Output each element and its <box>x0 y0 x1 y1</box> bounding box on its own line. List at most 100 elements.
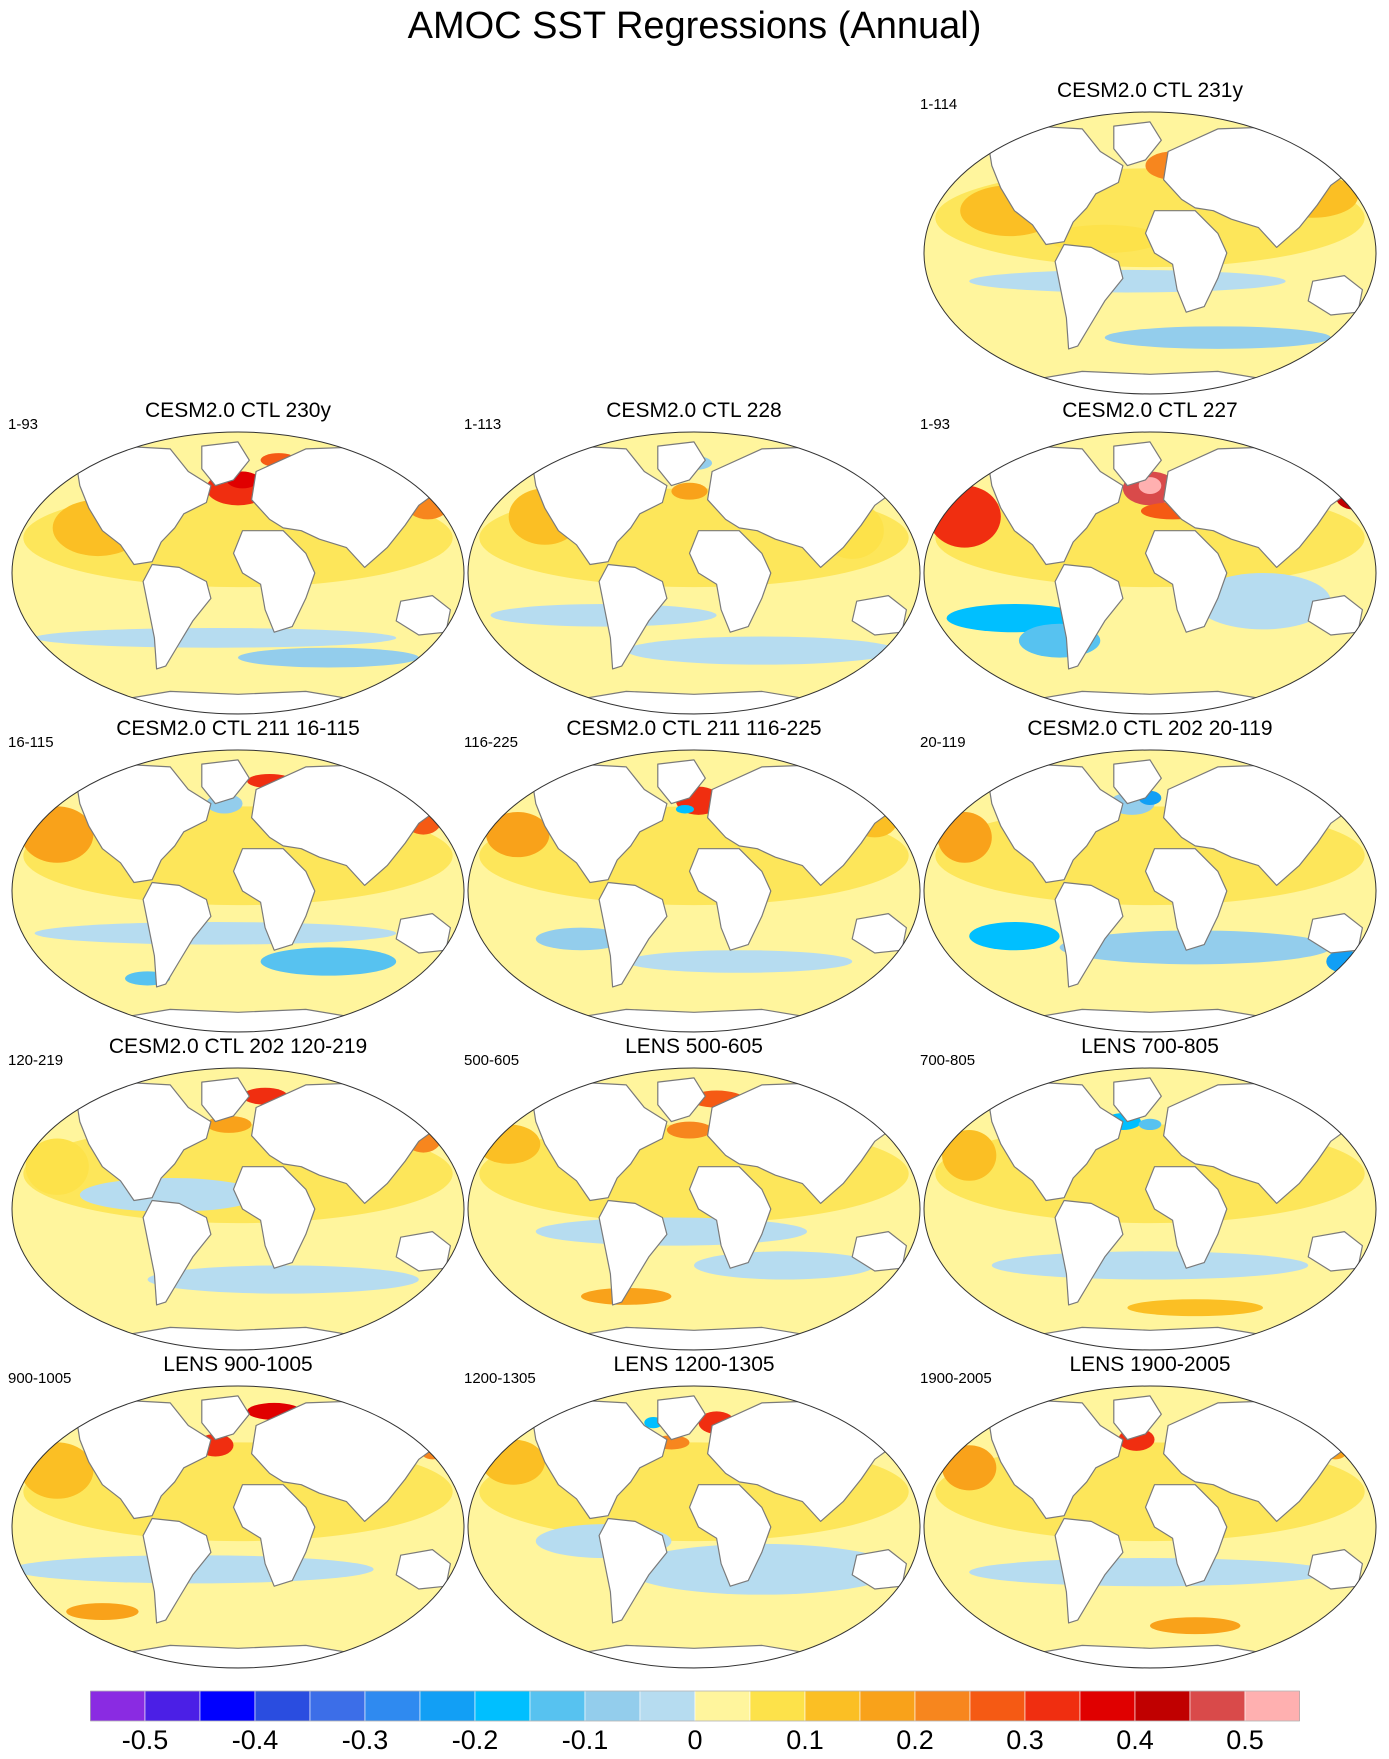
sst-field <box>924 750 1376 1032</box>
sst-contour <box>260 947 397 976</box>
colorbar-box <box>309 1690 366 1722</box>
land-antarctica <box>512 1644 876 1668</box>
panel-range-label: 700-805 <box>920 1052 976 1069</box>
colorbar-box <box>254 1690 311 1722</box>
sst-contour <box>147 1265 419 1294</box>
colorbar-box <box>1189 1690 1246 1722</box>
colorbar-box <box>694 1690 751 1722</box>
land-southAmerica <box>598 881 668 988</box>
land-africa <box>232 848 316 951</box>
land-southAmerica <box>142 881 212 988</box>
sst-contour <box>942 1445 997 1491</box>
colorbar-tick-label: 0.4 <box>1116 1725 1154 1755</box>
sst-field <box>468 432 920 714</box>
world-map <box>11 1385 465 1669</box>
world-map <box>467 431 921 715</box>
colorbar-frame <box>90 1690 1300 1722</box>
sst-contour <box>1127 1299 1263 1317</box>
world-map <box>467 1067 921 1351</box>
land-northAmerica <box>986 445 1124 566</box>
sst-contour <box>969 269 1286 293</box>
panel-title: CESM2.0 CTL 211 16-115 <box>116 717 360 740</box>
sst-contour <box>486 812 550 858</box>
land-southAmerica <box>142 1517 212 1624</box>
map-panel-ctl-202-b: CESM2.0 CTL 202 120-219 120-219 <box>8 1034 468 1354</box>
land-greenland <box>657 759 706 805</box>
colorbar-tick-label: -0.4 <box>231 1725 279 1755</box>
land-northAmerica <box>986 125 1124 246</box>
land-northAmerica <box>74 445 212 566</box>
land-southAmerica <box>1054 1517 1124 1624</box>
land-greenland <box>1113 759 1162 805</box>
map-border <box>11 1067 465 1351</box>
land-greenland <box>1113 1077 1162 1123</box>
panel-range-label: 1-113 <box>464 416 502 433</box>
colorbar-box <box>584 1690 641 1722</box>
land-greenland <box>657 1077 706 1123</box>
land-southAmerica <box>1054 1199 1124 1306</box>
colorbar-box <box>639 1690 696 1722</box>
land-southAmerica <box>598 563 668 670</box>
panel-range-label: 900-1005 <box>8 1370 72 1387</box>
land-southAmerica <box>1054 243 1124 350</box>
sst-contour <box>581 1287 672 1305</box>
land-africa <box>1144 210 1228 313</box>
sst-contour <box>1335 481 1372 510</box>
world-map <box>923 749 1377 1033</box>
land-africa <box>1144 848 1228 951</box>
sst-field <box>468 1386 920 1668</box>
sst-field <box>12 1068 464 1350</box>
panel-title: CESM2.0 CTL 202 20-119 <box>1027 717 1273 740</box>
sst-field <box>12 750 464 1032</box>
land-northAmerica <box>986 1399 1124 1520</box>
land-southAmerica <box>142 1199 212 1306</box>
colorbar-box <box>474 1690 531 1722</box>
land-northAmerica <box>74 1081 212 1202</box>
land-southAmerica <box>598 1199 668 1306</box>
panel-title: CESM2.0 CTL 228 <box>606 399 782 422</box>
map-panel-ctl-227: CESM2.0 CTL 227 1-93 <box>920 398 1380 718</box>
panel-range-label: 1-93 <box>920 416 951 433</box>
colorbar-tick-label: 0.3 <box>1006 1725 1044 1755</box>
sst-contour <box>477 1124 541 1164</box>
colorbar-box <box>529 1690 586 1722</box>
sst-contour <box>626 1543 898 1595</box>
land-northAmerica <box>986 1081 1124 1202</box>
map-border <box>923 431 1377 715</box>
map-panel-lens-1900: LENS 1900-2005 1900-2005 <box>920 1352 1380 1672</box>
panel-range-label: 120-219 <box>8 1052 64 1069</box>
land-antarctica <box>56 1644 420 1668</box>
land-africa <box>232 1166 316 1269</box>
map-panel-ctl-231y: CESM2.0 CTL 231y 1-114 <box>920 78 1380 398</box>
map-border <box>467 431 921 715</box>
world-map <box>923 1067 1377 1351</box>
sst-contour <box>34 627 397 648</box>
panel-range-label: 1200-1305 <box>464 1370 536 1387</box>
colorbar-tick-label: -0.3 <box>341 1725 389 1755</box>
panel-title: LENS 700-805 <box>1081 1035 1219 1058</box>
land-greenland <box>1113 1395 1162 1441</box>
land-northAmerica <box>530 445 668 566</box>
map-border <box>467 749 921 1033</box>
sst-contour <box>21 806 94 863</box>
land-antarctica <box>56 1008 420 1032</box>
world-map <box>467 749 921 1033</box>
sst-contour <box>1335 1113 1363 1131</box>
sst-contour <box>969 1558 1331 1587</box>
sst-contour <box>481 1439 545 1485</box>
map-panel-lens-700: LENS 700-805 700-805 <box>920 1034 1380 1354</box>
panel-title: CESM2.0 CTL 202 120-219 <box>108 1035 368 1058</box>
panel-range-label: 1900-2005 <box>920 1370 992 1387</box>
land-africa <box>688 530 772 633</box>
sst-contour <box>25 1138 89 1195</box>
sst-contour <box>991 1251 1309 1280</box>
sst-contour <box>675 804 694 814</box>
colorbar-box <box>364 1690 421 1722</box>
panel-title: LENS 1900-2005 <box>1069 1353 1231 1376</box>
land-northAmerica <box>74 763 212 884</box>
land-northAmerica <box>986 763 1124 884</box>
land-africa <box>1144 1484 1228 1587</box>
sst-field <box>12 432 464 714</box>
map-panel-ctl-211-b: CESM2.0 CTL 211 116-225 116-225 <box>464 716 924 1036</box>
sst-contour <box>490 604 717 627</box>
